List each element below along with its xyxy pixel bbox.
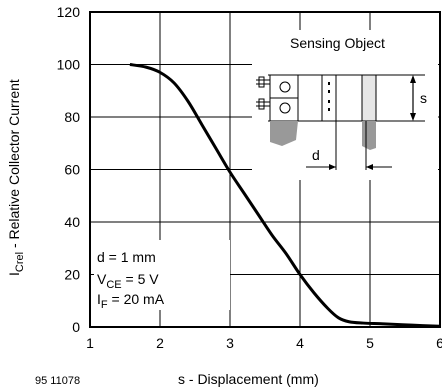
sensor-detector <box>279 102 291 114</box>
sensing-object-base <box>362 121 376 150</box>
y-axis-title: ICrel - Relative Collector Current <box>6 79 26 276</box>
x-tick-label-4: 5 <box>366 335 374 351</box>
annotation-if: IF = 20 mA <box>97 291 165 311</box>
sensing-object <box>361 74 377 122</box>
aperture-dots <box>328 82 330 111</box>
sensing-object-label: Sensing Object <box>290 35 385 51</box>
series-line <box>129 63 441 328</box>
d-arrow-head-left <box>329 164 336 170</box>
y-tick-label-3: 60 <box>64 162 80 178</box>
x-tick-label-0: 1 <box>86 335 94 351</box>
annotation-d: d = 1 mm <box>97 249 156 265</box>
y-tick-label-4: 80 <box>64 109 80 125</box>
sensor-emitter <box>279 81 291 93</box>
sensor-pins <box>256 76 270 110</box>
annotation-box <box>94 240 230 310</box>
x-axis-title: s - Displacement (mm) <box>178 371 319 387</box>
s-label: s <box>420 90 427 106</box>
x-tick-label-1: 2 <box>156 335 164 351</box>
s-arrow-head-bottom <box>410 113 416 121</box>
y-tick-label-0: 0 <box>72 319 80 335</box>
x-tick-label-3: 4 <box>296 335 304 351</box>
s-arrow-head-top <box>410 75 416 83</box>
plot-frame <box>89 11 441 328</box>
sensor-base <box>270 121 298 146</box>
y-tick-label-5: 100 <box>57 57 81 73</box>
figure-code: 95 11078 <box>35 375 80 387</box>
y-tick-label-1: 20 <box>64 267 80 283</box>
sensing-object-diagram: Sensing Object s <box>252 30 438 180</box>
aperture-strip <box>321 74 337 122</box>
x-tick-label-2: 3 <box>226 335 234 351</box>
x-tick-label-5: 6 <box>436 335 442 351</box>
y-tick-label-6: 120 <box>57 4 81 20</box>
annotation-vce: VCE = 5 V <box>97 271 159 291</box>
d-arrow-head-right <box>366 164 373 170</box>
d-label: d <box>312 147 320 163</box>
y-tick-label-2: 40 <box>64 214 80 230</box>
